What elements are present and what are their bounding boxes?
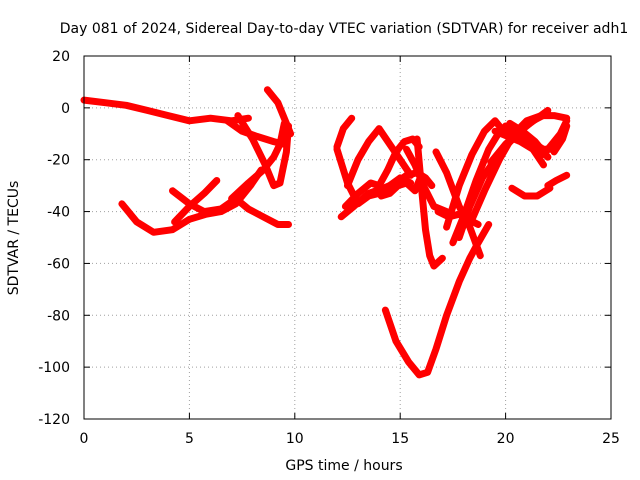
y-tick-label: -100 (38, 360, 70, 376)
series-arc-18 (432, 148, 484, 260)
series-arc-14 (377, 171, 425, 200)
y-axis: -120 -100 -80 -60 -40 -20 0 20 (38, 49, 611, 428)
plot-frame (83, 55, 612, 420)
y-tick-label: 20 (52, 49, 70, 65)
series-arc-13 (341, 135, 423, 210)
y-tick-label: -60 (47, 256, 70, 272)
grid (84, 56, 611, 419)
x-tick-label: 20 (497, 431, 515, 447)
plot-area (80, 86, 571, 379)
series-arc-15 (381, 221, 493, 379)
series-arc-02 (118, 166, 265, 236)
x-tick-label: 0 (80, 431, 89, 447)
y-tick-label: -80 (47, 308, 70, 324)
series-arc-08 (263, 86, 295, 138)
y-tick-label: -120 (38, 412, 70, 428)
y-axis-label: SDTVAR / TECUs (6, 181, 22, 296)
series-arc-32 (544, 171, 571, 190)
series-arc-01 (80, 96, 252, 125)
series-arc-03 (171, 177, 221, 226)
chart-title: Day 081 of 2024, Sidereal Day-to-day VTE… (60, 21, 628, 37)
series-arc-07 (234, 112, 292, 190)
series-arc-11 (344, 125, 415, 190)
y-tick-label: -40 (47, 205, 70, 221)
x-axis-label: GPS time / hours (285, 458, 402, 474)
x-tick-label: 10 (286, 431, 304, 447)
series-arc-29 (508, 184, 554, 200)
y-tick-label: 0 (61, 101, 70, 117)
series-arc-31 (550, 122, 571, 156)
series-arc-20 (443, 117, 510, 231)
x-axis: 0 5 10 15 20 25 (80, 56, 620, 447)
x-tick-label: 25 (602, 431, 620, 447)
x-tick-label: 15 (391, 431, 409, 447)
y-tick-label: -20 (47, 153, 70, 169)
series-arc-28 (506, 119, 552, 161)
x-tick-label: 5 (185, 431, 194, 447)
series-arc-10 (333, 114, 356, 151)
